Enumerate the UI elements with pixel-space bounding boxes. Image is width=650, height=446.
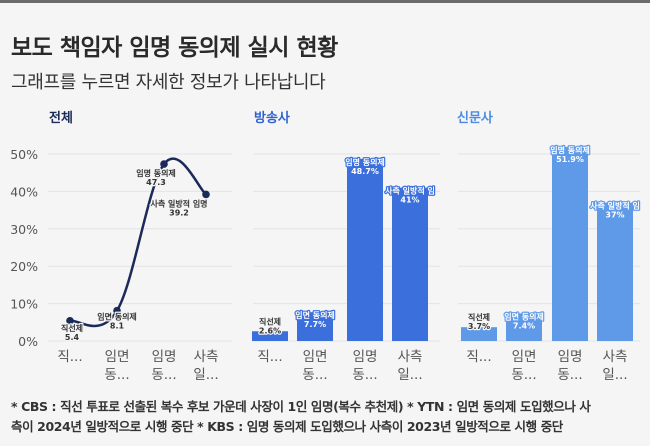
data-label-text: 48.7% — [351, 167, 379, 176]
data-label: 사측 일방적 임41% — [384, 184, 436, 205]
data-label: 사측 일방적 임37% — [589, 199, 641, 220]
data-label-text: 3.7% — [468, 322, 490, 331]
panel-title-newspaper: 신문사 — [457, 111, 493, 126]
x-tick-label: 동... — [104, 367, 129, 383]
bar[interactable] — [297, 312, 333, 341]
data-label-text: 직선제 — [468, 312, 490, 322]
x-tick-label: 일... — [602, 367, 627, 383]
x-tick-label: 동... — [302, 367, 327, 383]
footnote-line-2: 측이 2024년 일방적으로 시행 중단 * KBS : 임명 동의제 도입했으… — [11, 419, 563, 434]
data-label-text: 사측 일방적 임 — [385, 186, 435, 196]
data-label-text: 사측 일방적 임명 — [150, 198, 207, 208]
x-tick-label: 임명 — [353, 349, 378, 365]
x-tick-label: 사측 — [398, 349, 423, 365]
x-tick-label: 직... — [57, 349, 82, 365]
data-label-text: 직선제 — [61, 323, 83, 333]
y-tick-label: 50% — [10, 147, 38, 162]
x-tick-label: 임면 — [512, 349, 537, 365]
y-tick-label: 0% — [18, 334, 38, 349]
data-label-text: 39.2 — [169, 208, 189, 217]
data-label-text: 7.4% — [513, 321, 535, 330]
data-label-text: 37% — [605, 211, 624, 220]
x-tick-label: 일... — [397, 367, 422, 383]
data-label-text: 임면 동의제 — [295, 310, 335, 320]
page-title: 보도 책임자 임명 동의제 실시 현황 — [11, 35, 338, 61]
x-tick-label: 사측 — [603, 349, 628, 365]
panel-title-all: 전체 — [49, 111, 73, 126]
data-point[interactable] — [160, 160, 168, 168]
charts-canvas[interactable]: 0% 10% 20% 30% 40% 50% 직... 임면동... 임명동... 사측일... 직… — [0, 0, 650, 395]
x-tick-label: 동... — [352, 367, 377, 383]
x-tick-label: 사측 — [194, 349, 219, 365]
bar[interactable] — [347, 158, 383, 341]
x-tick-label: 임명 — [558, 349, 583, 365]
x-tick-label: 임명 — [152, 349, 177, 365]
bar[interactable] — [252, 331, 288, 341]
x-tick-label: 동... — [511, 367, 536, 383]
bar[interactable] — [392, 187, 428, 341]
x-tick-label: 동... — [151, 367, 176, 383]
data-label-text: 임명 동의제 — [550, 145, 590, 155]
y-tick-label: 10% — [10, 297, 38, 312]
y-tick-label: 30% — [10, 222, 38, 237]
data-point[interactable] — [113, 306, 121, 315]
x-tick-label: 직... — [466, 349, 491, 365]
y-tick-label: 40% — [10, 184, 38, 199]
data-label-text: 51.9% — [556, 155, 584, 164]
x-tick-label: 동... — [557, 367, 582, 383]
x-tick-label: 임면 — [105, 349, 130, 365]
data-label-text: 41% — [400, 196, 419, 205]
data-label-text: 47.3 — [146, 178, 166, 187]
bar[interactable] — [552, 146, 588, 341]
data-point[interactable] — [202, 190, 210, 199]
data-label-text: 임면 동의제 — [97, 312, 137, 322]
data-label-text: 2.6% — [259, 326, 281, 335]
data-label-text: 8.1 — [110, 322, 125, 331]
page-subtitle: 그래프를 누르면 자세한 정보가 나타납니다 — [11, 72, 326, 93]
x-tick-label: 임면 — [303, 349, 328, 365]
data-label-text: 5.4 — [65, 333, 80, 342]
data-label-text: 사측 일방적 임 — [590, 201, 640, 211]
data-label-text: 7.7% — [304, 320, 326, 329]
bar[interactable] — [461, 327, 497, 341]
panel-title-broadcast: 방송사 — [254, 111, 290, 126]
bar[interactable] — [506, 313, 542, 341]
footnote: * CBS : 직선 투표로 선출된 복수 후보 가운데 사장이 1인 임명(복… — [11, 397, 643, 437]
x-tick-label: 일... — [193, 367, 218, 383]
top-bar — [0, 0, 650, 3]
data-point[interactable] — [66, 317, 74, 325]
series-line[interactable] — [68, 157, 208, 328]
y-tick-label: 20% — [10, 259, 38, 274]
x-tick-label: 직... — [257, 349, 282, 365]
footnote-line-1: * CBS : 직선 투표로 선출된 복수 후보 가운데 사장이 1인 임명(복… — [11, 399, 591, 414]
data-label-text: 임명 동의제 — [136, 168, 176, 178]
bar[interactable] — [597, 202, 633, 341]
data-label-text: 임면 동의제 — [504, 311, 544, 321]
data-label-text: 직선제 — [259, 316, 281, 326]
data-label-text: 임명 동의제 — [345, 157, 385, 167]
